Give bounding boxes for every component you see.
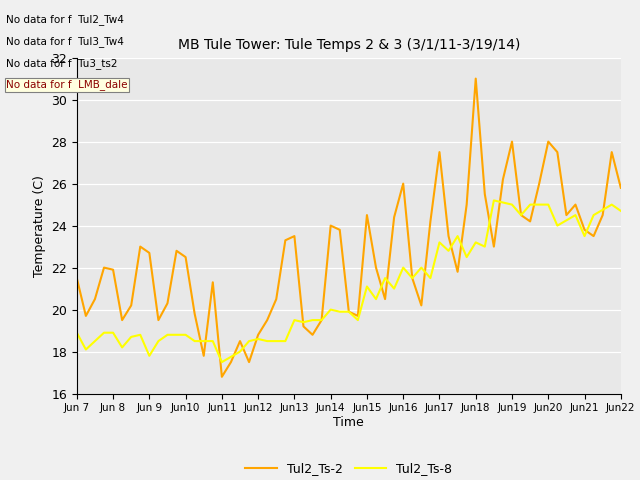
- Text: No data for f  LMB_dale: No data for f LMB_dale: [6, 79, 128, 90]
- Tul2_Ts-8: [617, 208, 625, 214]
- Tul2_Ts-8: [282, 338, 289, 344]
- Text: No data for f  Tul2_Tw4: No data for f Tul2_Tw4: [6, 14, 124, 25]
- Text: No data for f  Tu3_ts2: No data for f Tu3_ts2: [6, 58, 118, 69]
- Tul2_Ts-8: [608, 202, 616, 207]
- Tul2_Ts-2: [617, 185, 625, 191]
- Tul2_Ts-2: [408, 275, 416, 281]
- Tul2_Ts-2: [200, 353, 207, 359]
- Tul2_Ts-8: [73, 330, 81, 336]
- Tul2_Ts-8: [191, 338, 198, 344]
- Tul2_Ts-8: [490, 198, 498, 204]
- Line: Tul2_Ts-8: Tul2_Ts-8: [77, 201, 621, 362]
- Tul2_Ts-2: [218, 374, 226, 380]
- Tul2_Ts-8: [127, 334, 135, 340]
- Tul2_Ts-2: [273, 296, 280, 302]
- Tul2_Ts-8: [164, 332, 172, 337]
- Y-axis label: Temperature (C): Temperature (C): [33, 175, 45, 276]
- Line: Tul2_Ts-2: Tul2_Ts-2: [77, 79, 621, 377]
- Tul2_Ts-2: [182, 254, 189, 260]
- Tul2_Ts-2: [563, 212, 570, 218]
- Title: MB Tule Tower: Tule Temps 2 & 3 (3/1/11-3/19/14): MB Tule Tower: Tule Temps 2 & 3 (3/1/11-…: [178, 38, 520, 52]
- Tul2_Ts-8: [218, 359, 226, 365]
- Tul2_Ts-8: [572, 212, 579, 218]
- Tul2_Ts-2: [73, 275, 81, 281]
- Tul2_Ts-2: [372, 264, 380, 270]
- X-axis label: Time: Time: [333, 416, 364, 429]
- Text: No data for f  Tul3_Tw4: No data for f Tul3_Tw4: [6, 36, 124, 47]
- Legend: Tul2_Ts-2, Tul2_Ts-8: Tul2_Ts-2, Tul2_Ts-8: [241, 457, 457, 480]
- Tul2_Ts-2: [472, 76, 479, 82]
